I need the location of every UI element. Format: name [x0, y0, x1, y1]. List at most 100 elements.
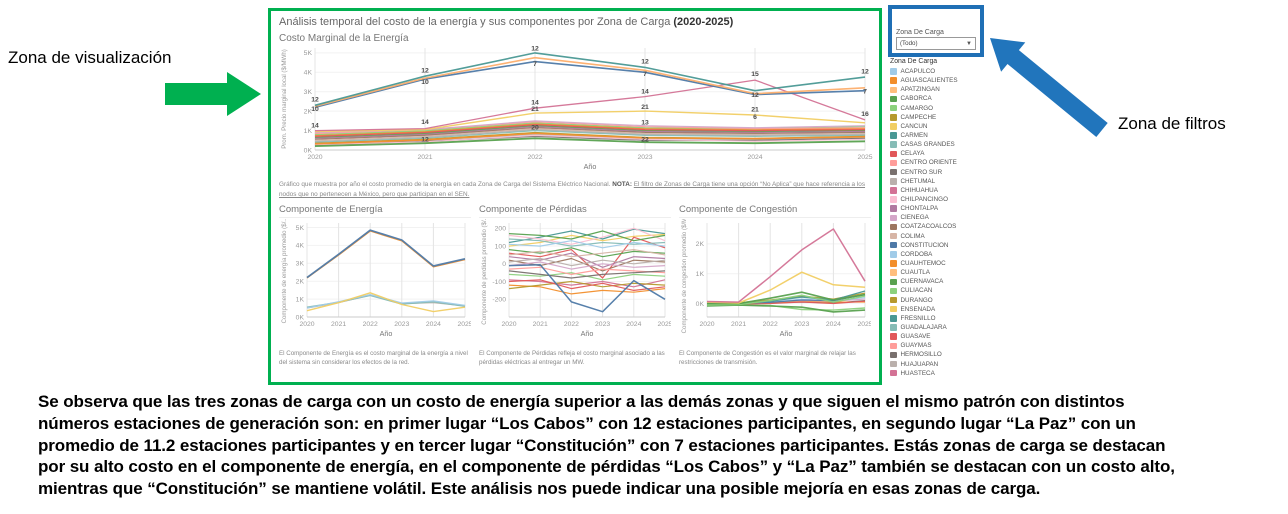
legend-item[interactable]: CARMEN [890, 131, 990, 140]
legend-item-label: CUAUHTEMOC [900, 260, 946, 268]
svg-text:2021: 2021 [731, 321, 746, 328]
legend-item-label: CENTRO ORIENTE [900, 159, 957, 167]
svg-text:3K: 3K [296, 260, 305, 267]
svg-text:20: 20 [531, 125, 539, 132]
congestion-component-chart[interactable]: 0K 1K 2K 2020 2021 2022 2023 2024 2025 Año Compone… [679, 207, 873, 343]
legend-swatch-icon [890, 205, 897, 212]
svg-text:2020: 2020 [699, 321, 714, 328]
legend-item[interactable]: FRESNILLO [890, 314, 990, 323]
svg-text:12: 12 [861, 68, 869, 75]
legend-swatch-icon [890, 141, 897, 148]
legend-item[interactable]: GUASAVE [890, 332, 990, 341]
svg-text:2023: 2023 [394, 321, 409, 328]
zona-de-carga-dropdown[interactable]: (Todo) ▼ [896, 37, 976, 50]
svg-text:7: 7 [863, 88, 867, 95]
svg-text:5K: 5K [304, 50, 313, 57]
legend-item[interactable]: CAMARGO [890, 104, 990, 113]
svg-text:1K: 1K [304, 128, 313, 135]
legend-swatch-icon [890, 132, 897, 139]
legend-item[interactable]: CELAYA [890, 149, 990, 158]
legend-item[interactable]: CAMPECHE [890, 113, 990, 122]
svg-text:2022: 2022 [527, 154, 542, 161]
svg-text:2025: 2025 [857, 154, 872, 161]
svg-text:14: 14 [641, 89, 649, 96]
svg-text:2021: 2021 [331, 321, 346, 328]
svg-text:14: 14 [531, 99, 539, 106]
main-caption-nota-link[interactable]: El filtro de Zonas de Carga tiene una op… [279, 181, 866, 198]
legend-swatch-icon [890, 351, 897, 359]
legend-swatch-icon [890, 241, 897, 249]
svg-text:12: 12 [641, 59, 649, 66]
legend-item[interactable]: CHILPANCINGO [890, 195, 990, 204]
legend-item-label: CAMPECHE [900, 113, 937, 121]
svg-text:10: 10 [311, 106, 319, 113]
legend-item[interactable]: CULIACAN [890, 286, 990, 295]
legend-item[interactable]: GUADALAJARA [890, 323, 990, 332]
congestion-chart-caption: El Componente de Congestión es el valor … [679, 349, 856, 367]
legend-item[interactable]: CORDOBA [890, 250, 990, 259]
svg-text:0: 0 [502, 261, 506, 268]
legend-item[interactable]: APATZINGAN [890, 85, 990, 94]
svg-text:Año: Año [584, 162, 597, 171]
legend-item[interactable]: COLIMA [890, 232, 990, 241]
energy-component-chart[interactable]: 0K 1K 2K 3K 4K 5K 2020 2021 2022 2023 2024 2025 Año C… [279, 216, 473, 343]
legend-item-label: CANCUN [900, 122, 928, 130]
legend-item[interactable]: CENTRO ORIENTE [890, 158, 990, 167]
svg-text:2023: 2023 [637, 154, 652, 161]
legend-item[interactable]: HUAJUAPAN [890, 360, 990, 369]
legend-item[interactable]: CENTRO SUR [890, 168, 990, 177]
legend-item[interactable]: CIENEGA [890, 213, 990, 222]
green-arrow-icon [165, 72, 261, 116]
legend-item-label: GUADALAJARA [900, 324, 947, 331]
legend-item[interactable]: CUERNAVACA [890, 277, 990, 286]
legend-swatch-icon [890, 150, 897, 158]
svg-text:4K: 4K [296, 243, 305, 250]
legend-item[interactable]: DURANGO [890, 296, 990, 305]
legend-item[interactable]: HERMOSILLO [890, 350, 990, 359]
legend-swatch-icon [890, 278, 897, 286]
svg-text:1K: 1K [296, 296, 305, 303]
svg-text:100: 100 [495, 243, 507, 250]
svg-text:2025: 2025 [857, 321, 871, 328]
legend-swatch-icon [890, 260, 897, 267]
legend-item[interactable]: CHIHUAHUA [890, 186, 990, 195]
legend-swatch-icon [890, 369, 897, 377]
svg-text:2024: 2024 [747, 154, 762, 161]
legend-item[interactable]: CHONTALPA [890, 204, 990, 213]
legend-item[interactable]: COATZACOALCOS [890, 222, 990, 231]
legend-item[interactable]: CONSTITUCION [890, 241, 990, 250]
svg-text:-100: -100 [492, 279, 506, 286]
svg-text:2K: 2K [696, 241, 705, 248]
legend-item[interactable]: ENSENADA [890, 305, 990, 314]
legend-item[interactable]: ACAPULCO [890, 67, 990, 76]
main-caption-text: Gráfico que muestra por año el costo pro… [279, 181, 613, 188]
legend-item-label: CASAS GRANDES [900, 141, 955, 149]
svg-text:7: 7 [643, 71, 647, 78]
legend-swatch-icon [890, 187, 897, 194]
legend-item[interactable]: AGUASCALIENTES [890, 76, 990, 85]
legend-item-label: CELAYA [900, 150, 925, 158]
legend-item[interactable]: CASAS GRANDES [890, 140, 990, 149]
legend-item[interactable]: CABORCA [890, 94, 990, 103]
legend-swatch-icon [890, 159, 897, 167]
chevron-down-icon: ▼ [966, 40, 972, 47]
svg-text:2021: 2021 [417, 154, 432, 161]
legend-swatch-icon [890, 196, 897, 203]
svg-text:0K: 0K [696, 301, 705, 308]
legend-swatch-icon [890, 324, 897, 331]
filter-label: Zona De Carga [896, 29, 944, 36]
dropdown-value: (Todo) [900, 40, 918, 47]
legend-item[interactable]: HUASTECA [890, 369, 990, 378]
legend-title: Zona De Carga [890, 58, 938, 65]
legend-item[interactable]: GUAYMAS [890, 341, 990, 350]
svg-text:10: 10 [421, 79, 429, 86]
svg-text:Componente de congestion prome: Componente de congestion promedio ($/MWh… [681, 219, 688, 333]
legend-item[interactable]: CANCUN [890, 122, 990, 131]
legend-swatch-icon [890, 232, 897, 240]
legend-item[interactable]: CUAUTLA [890, 268, 990, 277]
svg-text:12: 12 [421, 67, 429, 74]
legend-item[interactable]: CUAUHTEMOC [890, 259, 990, 268]
losses-component-chart[interactable]: -200 -100 0 100 200 2020 2021 2022 2023 2024 2025 A… [479, 215, 673, 343]
legend-item[interactable]: CHETUMAL [890, 177, 990, 186]
